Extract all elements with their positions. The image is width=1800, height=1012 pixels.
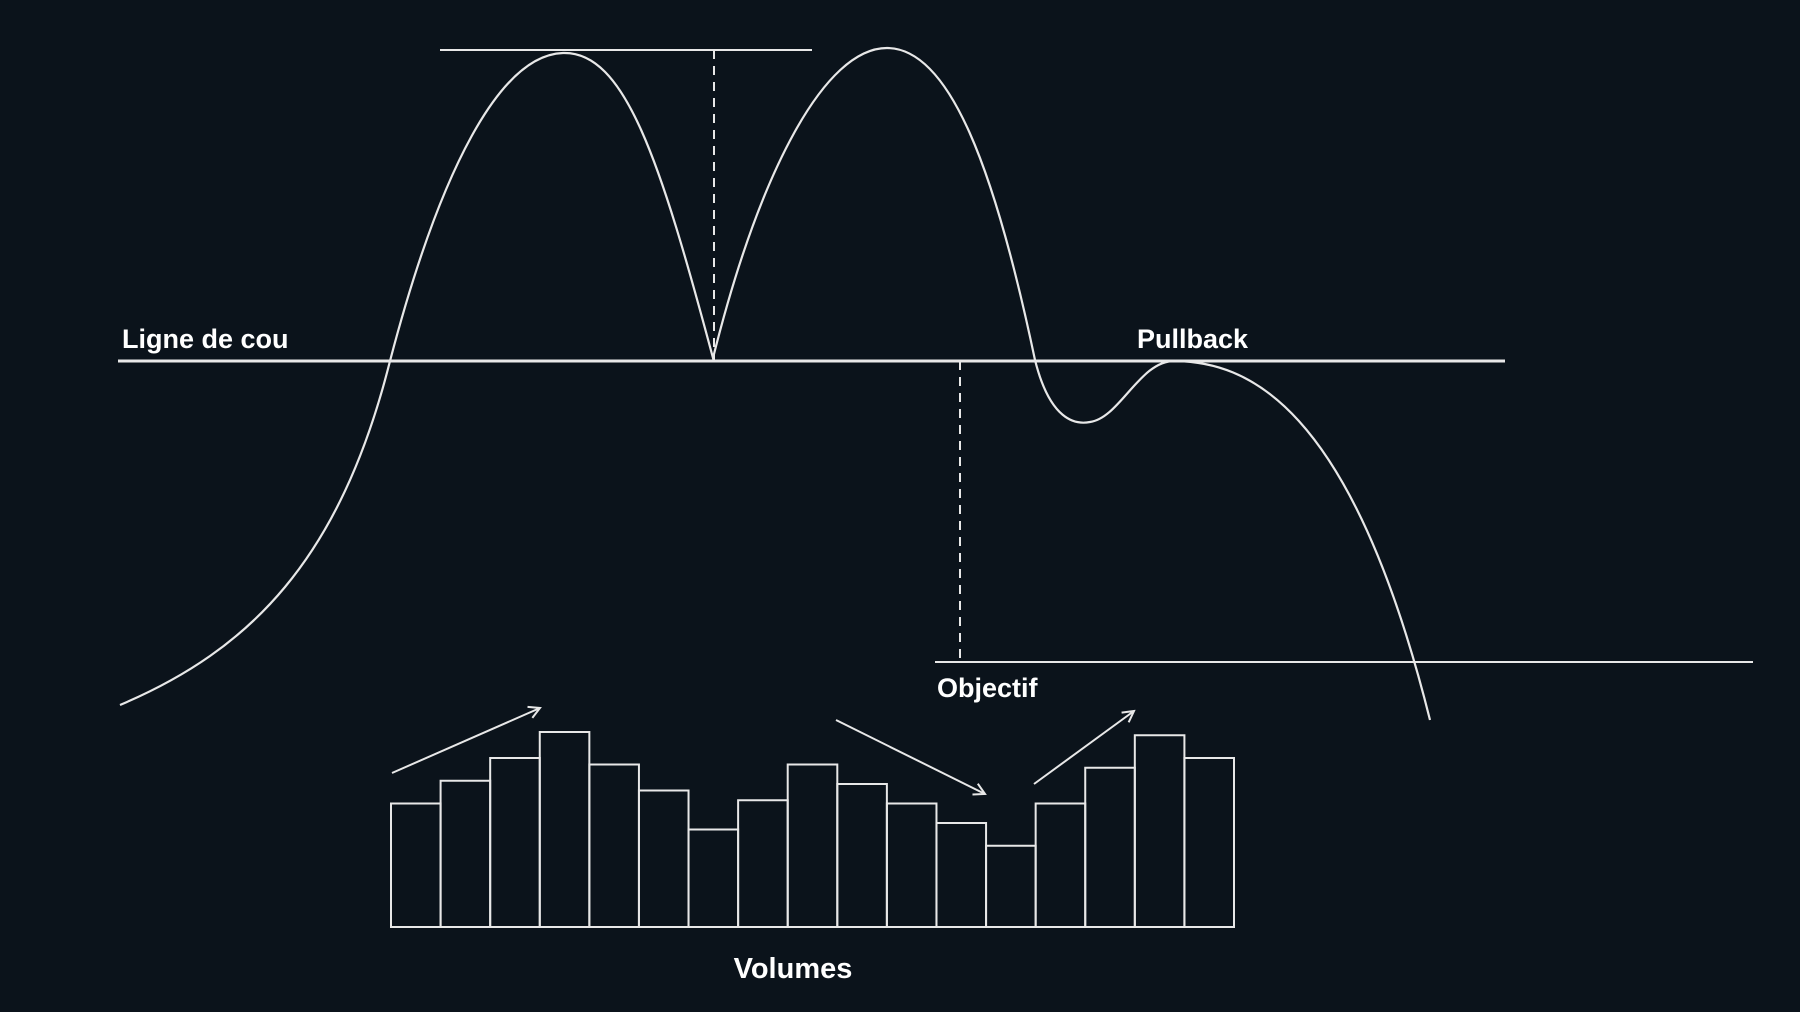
volume-bar bbox=[985, 844, 1037, 928]
volume-bars bbox=[390, 731, 1236, 928]
volume-bar bbox=[836, 783, 888, 928]
pullback-label: Pullback bbox=[1137, 324, 1249, 354]
volume-bar bbox=[885, 802, 938, 928]
volume-bar bbox=[935, 822, 988, 928]
arrow-up-right-icon bbox=[1033, 711, 1134, 785]
price-curve bbox=[119, 46, 1432, 721]
volume-bar bbox=[1084, 766, 1136, 928]
volumes-label: Volumes bbox=[734, 953, 853, 985]
volume-bar bbox=[637, 789, 690, 928]
objective-label: Objectif bbox=[937, 673, 1039, 703]
arrow-up-right-icon bbox=[391, 708, 540, 774]
volume-bar bbox=[737, 799, 789, 928]
volume-bar bbox=[687, 828, 740, 928]
arrow-down-right-icon bbox=[835, 719, 985, 794]
volume-bar bbox=[439, 779, 492, 928]
volume-bar bbox=[538, 731, 591, 928]
volume-bar bbox=[1034, 802, 1087, 928]
volume-bar bbox=[489, 757, 541, 928]
volume-bar bbox=[1183, 757, 1236, 928]
volume-bar bbox=[786, 763, 839, 928]
volume-bar bbox=[588, 763, 640, 928]
volume-bar bbox=[390, 802, 442, 928]
volume-bar bbox=[1133, 734, 1186, 928]
neckline-label: Ligne de cou bbox=[122, 324, 289, 354]
